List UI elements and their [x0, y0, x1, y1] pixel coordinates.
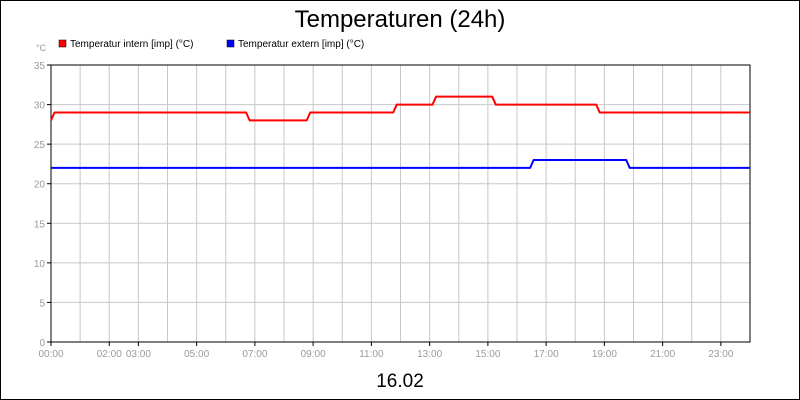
- y-tick-label: 20: [34, 180, 46, 191]
- y-tick-label: 30: [34, 101, 46, 112]
- y-tick-label: 5: [39, 298, 45, 309]
- series-line-intern: [50, 95, 750, 122]
- x-tick-label: 00:00: [38, 349, 63, 360]
- legend-label-intern: Temperatur intern [imp] (°C): [70, 39, 193, 50]
- legend-swatch-intern: [58, 39, 67, 48]
- y-tick-label: 25: [34, 140, 46, 151]
- x-tick-label: 07:00: [242, 349, 267, 360]
- x-tick-label: 09:00: [301, 349, 326, 360]
- legend-swatch-extern: [226, 39, 235, 48]
- y-tick-label: 35: [34, 61, 46, 72]
- series-line-extern: [51, 158, 750, 169]
- x-tick-label: 21:00: [650, 349, 675, 360]
- x-tick-label: 13:00: [417, 349, 442, 360]
- chart-title: Temperaturen (24h): [295, 6, 506, 33]
- y-tick-labels: 0 5 10 15 20 25 30 35: [34, 61, 46, 349]
- grid: [51, 65, 750, 342]
- x-tick-label: 03:00: [126, 349, 151, 360]
- y-tick-label: 0: [39, 338, 45, 349]
- x-tick-label: 11:00: [359, 349, 384, 360]
- x-tick-labels: 00:00 02:00 03:00 05:00 07:00 09:00 11:00 13:00…: [38, 349, 733, 360]
- x-tick-label: 17:00: [534, 349, 559, 360]
- x-tick-label: 15:00: [475, 349, 500, 360]
- x-tick-label: 02:00: [97, 349, 122, 360]
- y-axis-unit: °C: [36, 43, 47, 53]
- x-tick-label: 19:00: [592, 349, 617, 360]
- y-tick-label: 10: [34, 259, 46, 270]
- x-tick-label: 23:00: [708, 349, 733, 360]
- x-tick-label: 05:00: [184, 349, 209, 360]
- series-lines: [50, 95, 750, 169]
- date-label: 16.02: [376, 371, 424, 392]
- legend: Temperatur intern [imp] (°C) Temperatur …: [58, 39, 364, 50]
- plot-border: [50, 64, 751, 343]
- y-tick-label: 15: [34, 219, 46, 230]
- legend-label-extern: Temperatur extern [imp] (°C): [238, 39, 364, 50]
- axes: [47, 64, 751, 346]
